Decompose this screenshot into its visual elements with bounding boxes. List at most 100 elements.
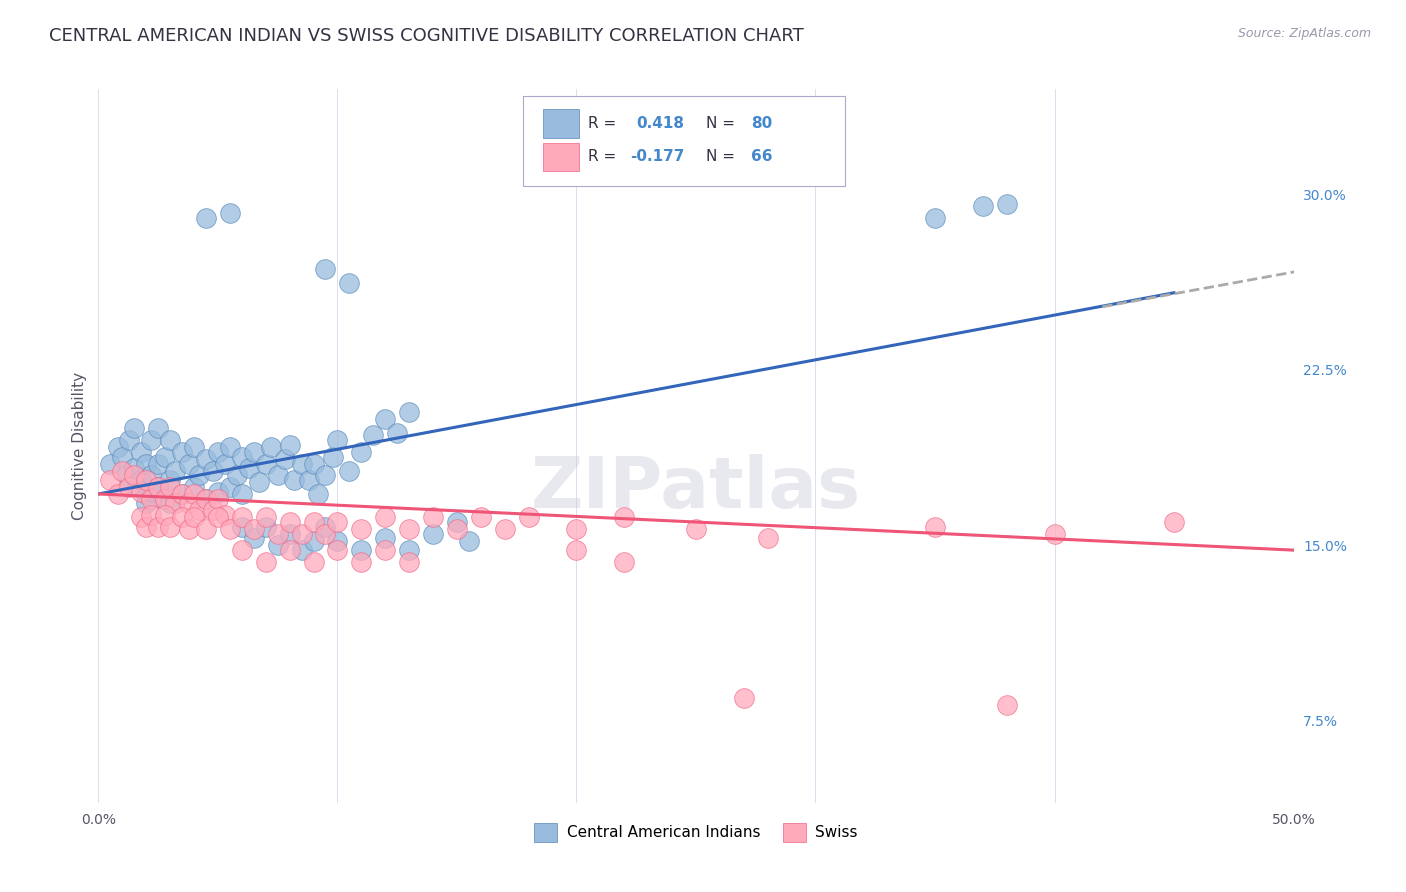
Point bbox=[398, 543, 420, 558]
Point bbox=[98, 457, 122, 471]
Point bbox=[326, 543, 349, 558]
Point bbox=[238, 461, 260, 475]
Point bbox=[107, 440, 129, 454]
Point bbox=[111, 464, 134, 478]
Point bbox=[385, 426, 409, 441]
Point bbox=[155, 491, 177, 506]
Point bbox=[139, 433, 162, 447]
Point bbox=[219, 522, 242, 536]
Point bbox=[291, 457, 314, 471]
Legend: Central American Indians, Swiss: Central American Indians, Swiss bbox=[523, 813, 869, 852]
Point bbox=[733, 690, 755, 705]
Point bbox=[214, 457, 236, 471]
Point bbox=[278, 438, 301, 452]
Point bbox=[125, 480, 148, 494]
Text: 66: 66 bbox=[751, 150, 772, 164]
Point bbox=[756, 532, 779, 546]
Point bbox=[172, 487, 194, 501]
Point bbox=[307, 487, 329, 501]
FancyBboxPatch shape bbox=[543, 109, 579, 137]
Point bbox=[339, 277, 361, 291]
Point bbox=[350, 522, 373, 536]
Point bbox=[243, 522, 266, 536]
Point bbox=[254, 519, 277, 533]
Point bbox=[613, 555, 636, 569]
Point bbox=[195, 491, 218, 506]
Point bbox=[131, 445, 153, 459]
Point bbox=[107, 487, 129, 501]
Point bbox=[183, 480, 205, 494]
Point bbox=[155, 508, 177, 522]
Point bbox=[322, 450, 344, 464]
Point bbox=[315, 526, 337, 541]
Point bbox=[494, 522, 516, 536]
Point bbox=[226, 468, 249, 483]
Text: CENTRAL AMERICAN INDIAN VS SWISS COGNITIVE DISABILITY CORRELATION CHART: CENTRAL AMERICAN INDIAN VS SWISS COGNITI… bbox=[49, 27, 804, 45]
Point bbox=[98, 473, 122, 487]
Point bbox=[135, 519, 157, 533]
Point bbox=[131, 484, 153, 499]
Point bbox=[243, 445, 266, 459]
Point bbox=[995, 698, 1018, 712]
Point bbox=[135, 487, 157, 501]
Point bbox=[350, 543, 373, 558]
Point bbox=[267, 468, 290, 483]
Point bbox=[363, 428, 385, 442]
Point bbox=[267, 526, 290, 541]
Y-axis label: Cognitive Disability: Cognitive Disability bbox=[72, 372, 87, 520]
Point bbox=[231, 519, 253, 533]
Point bbox=[118, 480, 141, 494]
Point bbox=[924, 519, 946, 533]
Point bbox=[139, 468, 162, 483]
Point bbox=[118, 433, 141, 447]
Point bbox=[302, 533, 325, 548]
Point bbox=[350, 445, 373, 459]
Point bbox=[283, 473, 305, 487]
Point bbox=[302, 555, 325, 569]
Point bbox=[350, 555, 373, 569]
Point bbox=[278, 543, 301, 558]
Point bbox=[207, 510, 229, 524]
Point bbox=[1043, 526, 1066, 541]
Point bbox=[326, 533, 349, 548]
Point bbox=[159, 473, 181, 487]
Point bbox=[152, 491, 174, 506]
Point bbox=[446, 522, 468, 536]
Point bbox=[458, 533, 481, 548]
Point bbox=[565, 543, 588, 558]
Point bbox=[111, 450, 134, 464]
Point bbox=[243, 532, 266, 546]
Point bbox=[135, 473, 157, 487]
Point bbox=[142, 484, 165, 499]
Point bbox=[148, 457, 170, 471]
Point bbox=[517, 510, 540, 524]
Point bbox=[148, 480, 170, 494]
Point bbox=[159, 433, 181, 447]
Point bbox=[422, 510, 444, 524]
Point bbox=[183, 440, 205, 454]
Point bbox=[315, 468, 337, 483]
Point bbox=[179, 457, 201, 471]
Point bbox=[374, 543, 396, 558]
Point bbox=[326, 515, 349, 529]
Point bbox=[207, 445, 229, 459]
Point bbox=[139, 491, 162, 506]
Point bbox=[172, 445, 194, 459]
Point bbox=[139, 508, 162, 522]
Point bbox=[298, 473, 321, 487]
Point bbox=[565, 522, 588, 536]
Point bbox=[231, 450, 253, 464]
Point bbox=[422, 526, 444, 541]
FancyBboxPatch shape bbox=[543, 143, 579, 171]
Point bbox=[155, 450, 177, 464]
Point bbox=[131, 473, 153, 487]
Point bbox=[374, 412, 396, 426]
Point bbox=[219, 440, 242, 454]
Point bbox=[124, 468, 146, 483]
Point bbox=[131, 510, 153, 524]
Point bbox=[302, 515, 325, 529]
Point bbox=[195, 522, 218, 536]
Point bbox=[398, 555, 420, 569]
Text: N =: N = bbox=[706, 116, 740, 131]
Point bbox=[446, 515, 468, 529]
